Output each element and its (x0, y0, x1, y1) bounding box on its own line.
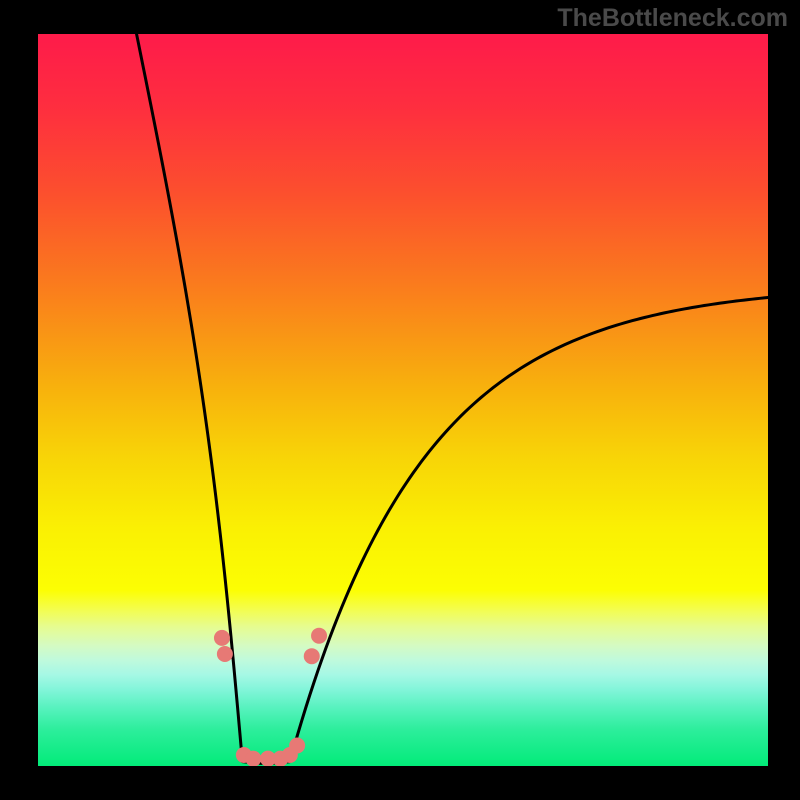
data-marker (304, 648, 320, 664)
data-marker (311, 628, 327, 644)
plot-background (38, 34, 768, 766)
data-marker (217, 646, 233, 662)
chart-frame: TheBottleneck.com (0, 0, 800, 800)
data-marker (214, 630, 230, 646)
bottleneck-chart (0, 0, 800, 800)
data-marker (289, 738, 305, 754)
data-marker (245, 751, 261, 767)
